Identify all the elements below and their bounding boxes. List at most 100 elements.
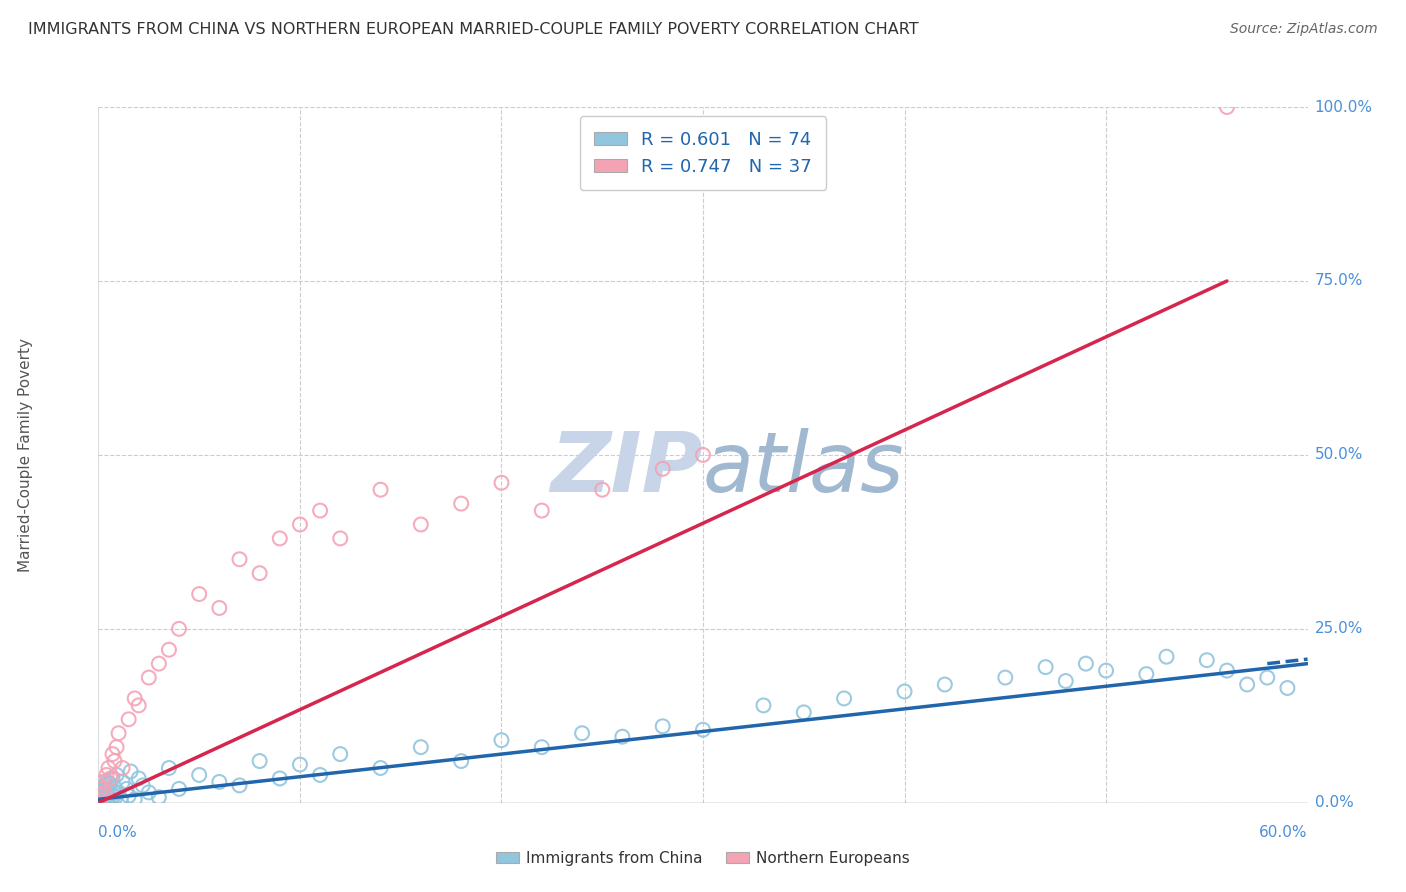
Point — [124, 792, 146, 806]
Point — [110, 792, 132, 806]
Point — [269, 772, 291, 786]
Point — [89, 792, 111, 806]
Point — [793, 706, 815, 720]
Point — [370, 761, 392, 775]
Point — [89, 789, 111, 803]
Point — [96, 790, 118, 805]
Point — [132, 778, 155, 792]
Point — [101, 747, 124, 761]
Point — [409, 740, 432, 755]
Point — [91, 793, 114, 807]
Point — [530, 503, 553, 517]
Point — [138, 671, 160, 685]
Point — [89, 789, 111, 803]
Point — [188, 768, 211, 782]
Point — [651, 719, 673, 733]
Point — [1216, 664, 1239, 678]
Point — [228, 778, 250, 792]
Point — [208, 775, 231, 789]
Point — [115, 781, 138, 796]
Point — [1074, 657, 1097, 671]
Point — [97, 761, 120, 775]
Point — [118, 712, 141, 726]
Point — [93, 783, 115, 797]
Point — [97, 794, 120, 808]
Point — [91, 775, 114, 789]
Point — [571, 726, 593, 740]
Point — [1195, 653, 1218, 667]
Point — [1236, 677, 1258, 691]
Point — [329, 747, 352, 761]
Point — [94, 778, 117, 792]
Point — [93, 789, 115, 803]
Point — [612, 730, 634, 744]
Point — [97, 788, 120, 802]
Point — [450, 497, 472, 511]
Point — [91, 781, 114, 796]
Point — [90, 781, 112, 796]
Point — [128, 772, 150, 786]
Point — [94, 785, 117, 799]
Point — [100, 785, 122, 799]
Point — [1216, 100, 1239, 114]
Point — [111, 761, 134, 775]
Point — [157, 761, 180, 775]
Point — [309, 503, 332, 517]
Point — [118, 789, 141, 803]
Text: 25.0%: 25.0% — [1315, 622, 1362, 636]
Point — [148, 657, 170, 671]
Point — [1035, 660, 1057, 674]
Point — [93, 791, 115, 805]
Point — [90, 790, 112, 805]
Point — [1277, 681, 1299, 695]
Point — [1156, 649, 1178, 664]
Text: IMMIGRANTS FROM CHINA VS NORTHERN EUROPEAN MARRIED-COUPLE FAMILY POVERTY CORRELA: IMMIGRANTS FROM CHINA VS NORTHERN EUROPE… — [28, 22, 918, 37]
Point — [309, 768, 332, 782]
Point — [269, 532, 291, 546]
Point — [167, 781, 190, 796]
Point — [138, 785, 160, 799]
Point — [1135, 667, 1157, 681]
Point — [105, 768, 128, 782]
Point — [100, 772, 122, 786]
Point — [491, 733, 513, 747]
Point — [120, 764, 142, 779]
Point — [651, 462, 673, 476]
Point — [491, 475, 513, 490]
Point — [93, 785, 115, 799]
Point — [100, 792, 122, 806]
Text: Source: ZipAtlas.com: Source: ZipAtlas.com — [1230, 22, 1378, 37]
Point — [157, 642, 180, 657]
Point — [934, 677, 956, 691]
Point — [832, 691, 855, 706]
Point — [124, 691, 146, 706]
Point — [94, 792, 117, 806]
Point — [1256, 671, 1278, 685]
Point — [96, 768, 118, 782]
Text: ZIP: ZIP — [550, 428, 703, 509]
Point — [91, 788, 114, 802]
Text: 0.0%: 0.0% — [98, 825, 138, 840]
Point — [692, 723, 714, 737]
Text: 50.0%: 50.0% — [1315, 448, 1362, 462]
Legend: Immigrants from China, Northern Europeans: Immigrants from China, Northern European… — [489, 845, 917, 871]
Point — [1095, 664, 1118, 678]
Point — [1054, 674, 1077, 689]
Point — [409, 517, 432, 532]
Point — [329, 532, 352, 546]
Point — [188, 587, 211, 601]
Text: 75.0%: 75.0% — [1315, 274, 1362, 288]
Point — [103, 780, 125, 795]
Point — [104, 790, 127, 805]
Point — [530, 740, 553, 755]
Point — [101, 772, 124, 786]
Text: 0.0%: 0.0% — [1315, 796, 1354, 810]
Point — [103, 754, 125, 768]
Text: 60.0%: 60.0% — [1260, 825, 1308, 840]
Point — [249, 754, 271, 768]
Point — [96, 775, 118, 789]
Text: 100.0%: 100.0% — [1315, 100, 1372, 114]
Point — [994, 671, 1017, 685]
Point — [450, 754, 472, 768]
Point — [111, 775, 134, 789]
